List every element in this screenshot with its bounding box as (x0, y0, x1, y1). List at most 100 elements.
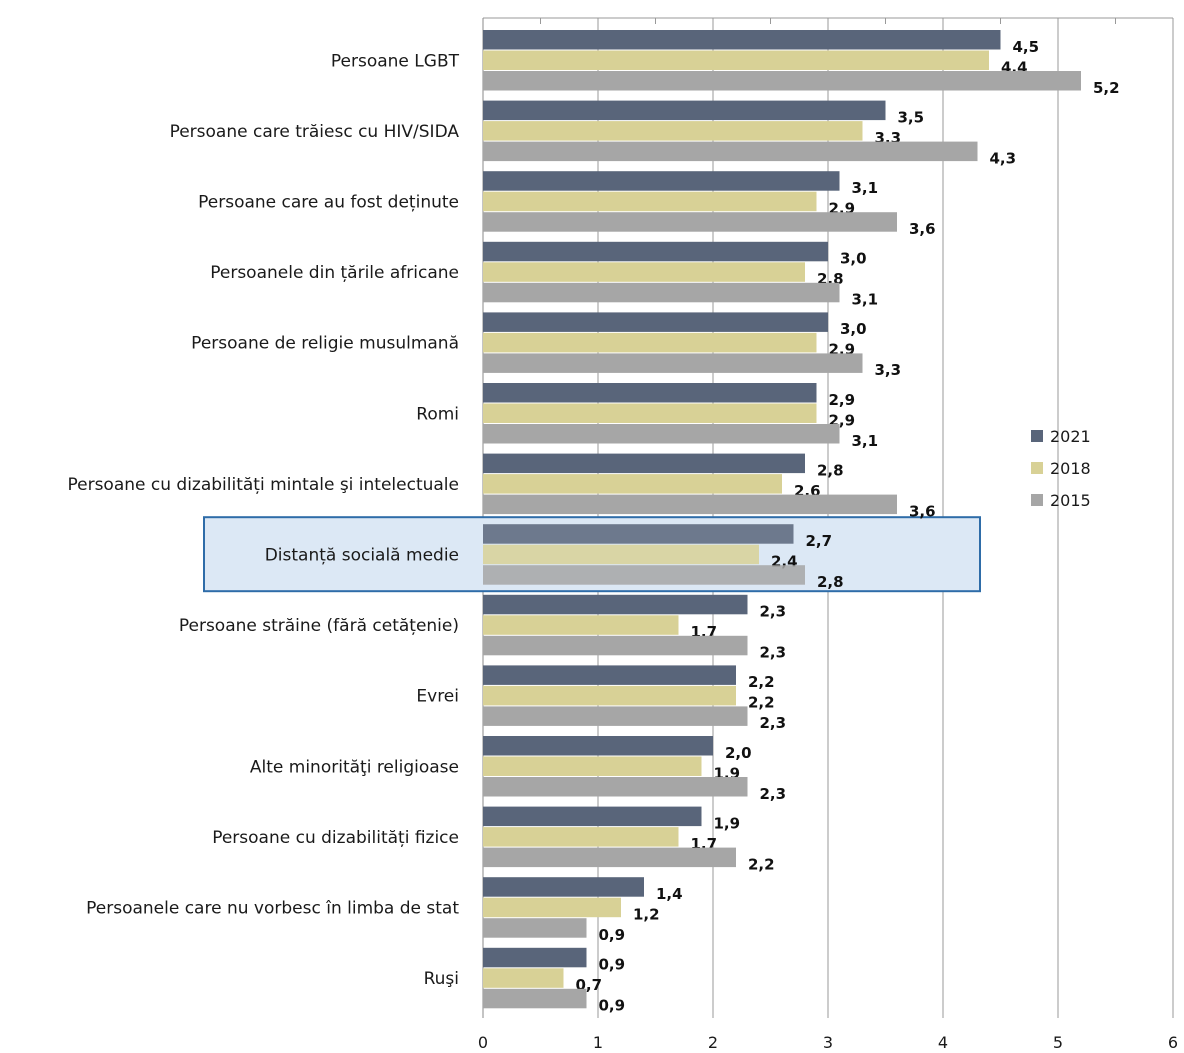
value-label: 3,1 (852, 432, 879, 450)
bar-2015 (483, 847, 736, 868)
value-label: 3,5 (898, 108, 925, 126)
value-label: 0,9 (599, 997, 626, 1015)
bar-2018 (483, 474, 782, 494)
legend-label: 2021 (1050, 427, 1091, 446)
bar-2015 (483, 494, 897, 515)
value-label: 3,1 (852, 291, 879, 309)
value-label: 2,2 (748, 694, 775, 712)
value-label: 3,3 (875, 361, 902, 379)
value-label: 4,3 (990, 149, 1017, 167)
x-tick-label: 6 (1168, 1033, 1178, 1052)
bar-2015 (483, 777, 748, 797)
category-group: 2,01,92,3 (483, 736, 786, 803)
bar-2021 (483, 30, 1001, 50)
category-label: Persoane cu dizabilități fizice (212, 828, 459, 848)
value-label: 3,0 (840, 320, 867, 338)
category-group: 2,2 2,2 2,3 (483, 665, 786, 732)
bar-2015 (483, 141, 978, 162)
legend: 2021 2018 2015 (1031, 427, 1091, 510)
value-label: 5,2 (1093, 79, 1120, 97)
value-label: 2,3 (760, 785, 787, 803)
category-label: Persoanele din țările africane (210, 263, 459, 283)
x-tick-label: 3 (823, 1033, 833, 1052)
bar-2018 (483, 756, 702, 776)
legend-label: 2015 (1050, 491, 1091, 510)
category-label: Evrei (416, 687, 459, 707)
value-label: 2,8 (817, 573, 844, 591)
bar-2015 (483, 353, 863, 373)
category-label: Distanță socială medie (265, 545, 459, 565)
category-label: Persoane LGBT (331, 51, 460, 71)
legend-swatch-2018 (1031, 462, 1043, 474)
value-label: 2,8 (817, 461, 844, 479)
value-label: 0,9 (599, 926, 626, 944)
bar-2021 (483, 736, 713, 756)
bar-2021 (483, 877, 644, 897)
category-group: 2,82,63,6 (483, 453, 936, 520)
category-group: 1,91,72,2 (483, 806, 775, 873)
bar-2018 (483, 968, 564, 988)
bar-2015 (483, 282, 840, 303)
value-label: 0,9 (599, 956, 626, 974)
value-label: 2,2 (748, 673, 775, 691)
category-label: Romi (416, 404, 459, 424)
bar-2021 (483, 241, 828, 262)
bar-2015 (483, 565, 805, 585)
bar-2021 (483, 312, 828, 332)
bar-2018 (483, 897, 621, 918)
bar-2015 (483, 424, 840, 444)
value-label: 2,3 (760, 644, 787, 662)
category-group: 4,54,45,2 (483, 30, 1120, 97)
bar-2018 (483, 544, 759, 565)
bar-2015 (483, 988, 587, 1009)
bar-2021 (483, 100, 886, 121)
bar-2021 (483, 806, 702, 827)
value-label: 1,4 (656, 885, 683, 903)
value-label: 2,3 (760, 603, 787, 621)
value-label: 2,9 (829, 391, 856, 409)
category-group: 3,53,34,3 (483, 100, 1017, 167)
bar-2015 (483, 706, 748, 726)
value-label: 2,7 (806, 532, 833, 550)
bar-2015 (483, 212, 897, 232)
bar-2015 (483, 635, 748, 656)
category-group: 3,12,93,6 (483, 171, 936, 238)
bar-2021 (483, 665, 736, 685)
bar-2018 (483, 191, 817, 212)
category-label: Persoane de religie musulmană (191, 334, 459, 354)
category-group: 2,31,72,3 (483, 594, 787, 662)
value-label: 1,9 (714, 814, 741, 832)
category-label: Persoane cu dizabilități mintale şi inte… (67, 475, 459, 495)
category-label: Persoane străine (fără cetățenie) (179, 616, 459, 636)
value-label: 3,6 (909, 502, 936, 520)
bar-2015 (483, 71, 1081, 91)
value-label: 3,0 (840, 250, 867, 268)
category-group: 0,90,70,9 (483, 947, 626, 1015)
value-label: 1,2 (633, 905, 660, 923)
bar-2021 (483, 947, 587, 968)
bar-2021 (483, 453, 805, 474)
bar-2018 (483, 403, 817, 423)
category-group: 2,92,93,1 (483, 383, 878, 450)
category-label: Persoanele care nu vorbesc în limba de s… (86, 898, 459, 918)
x-tick-label: 5 (1053, 1033, 1063, 1052)
value-label: 2,2 (748, 855, 775, 873)
category-group: 3,02,93,3 (483, 312, 901, 379)
category-label: Persoane care au fost deținute (198, 192, 459, 212)
bar-2018 (483, 50, 989, 70)
legend-label: 2018 (1050, 459, 1091, 478)
category-label: Persoane care trăiesc cu HIV/SIDA (170, 122, 460, 142)
bar-2015 (483, 918, 587, 938)
legend-swatch-2015 (1031, 494, 1043, 506)
category-group: 1,4 1,2 0,9 (483, 877, 683, 944)
bar-2018 (483, 332, 817, 353)
bar-2018 (483, 262, 805, 282)
bar-2018 (483, 827, 679, 847)
bar-2018 (483, 685, 736, 706)
bar-2021 (483, 383, 817, 403)
value-label: 2,3 (760, 714, 787, 732)
x-tick-label: 1 (593, 1033, 603, 1052)
value-label: 3,6 (909, 220, 936, 238)
value-label: 2,0 (725, 744, 752, 762)
